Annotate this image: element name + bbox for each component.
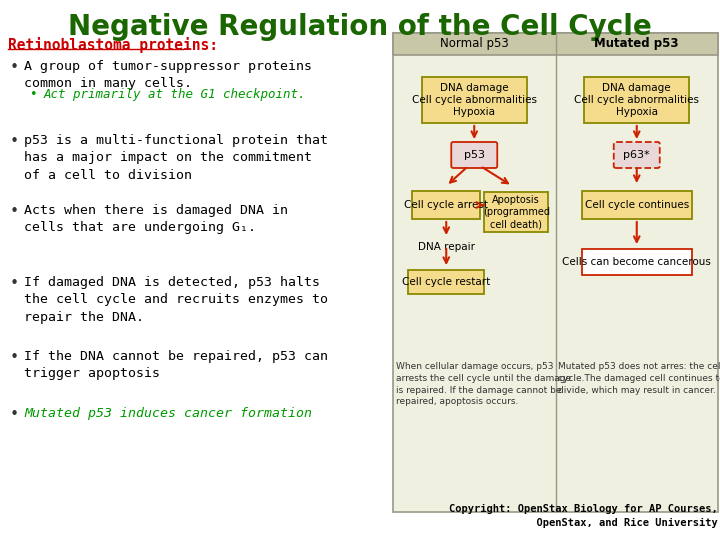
Text: Cell cycle continues: Cell cycle continues xyxy=(585,200,689,210)
Text: Acts when there is damaged DNA in
cells that are undergoing G₁.: Acts when there is damaged DNA in cells … xyxy=(24,204,288,234)
Bar xyxy=(393,33,718,512)
Text: Retinoblastoma proteins:: Retinoblastoma proteins: xyxy=(8,37,218,53)
Text: •: • xyxy=(10,60,19,75)
Text: p53 is a multi-functional protein that
has a major impact on the commitment
of a: p53 is a multi-functional protein that h… xyxy=(24,134,328,182)
Text: p63*: p63* xyxy=(624,150,650,160)
Text: •: • xyxy=(30,88,37,101)
Text: If the DNA cannot be repaired, p53 can
trigger apoptosis: If the DNA cannot be repaired, p53 can t… xyxy=(24,350,328,381)
Text: Cell cycle arrest: Cell cycle arrest xyxy=(404,200,488,210)
Text: DNA damage
Cell cycle abnormalities
Hypoxia: DNA damage Cell cycle abnormalities Hypo… xyxy=(575,83,699,117)
Text: Mutated p53 induces cancer formation: Mutated p53 induces cancer formation xyxy=(24,407,312,420)
Text: •: • xyxy=(10,134,19,149)
Text: •: • xyxy=(10,350,19,365)
Bar xyxy=(582,249,692,275)
Text: If damaged DNA is detected, p53 halts
the cell cycle and recruits enzymes to
rep: If damaged DNA is detected, p53 halts th… xyxy=(24,276,328,324)
Bar xyxy=(413,191,480,219)
Bar xyxy=(582,191,692,219)
Text: Copyright: OpenStax Biology for AP Courses,
          OpenStax, and Rice Univers: Copyright: OpenStax Biology for AP Cours… xyxy=(449,504,718,528)
Text: Cells can become cancerous: Cells can become cancerous xyxy=(562,257,711,267)
Text: •: • xyxy=(10,276,19,291)
FancyBboxPatch shape xyxy=(451,142,498,168)
Bar xyxy=(393,33,718,55)
Text: DNA repair: DNA repair xyxy=(418,242,474,252)
Text: •: • xyxy=(10,407,19,422)
Text: Mutated p53: Mutated p53 xyxy=(595,37,679,51)
Bar xyxy=(485,192,548,232)
Text: DNA damage
Cell cycle abnormalities
Hypoxia: DNA damage Cell cycle abnormalities Hypo… xyxy=(412,83,536,117)
FancyBboxPatch shape xyxy=(613,142,660,168)
Text: Mutated p53 does not arres: the cell
cycle.The damaged cell continues to
divide,: Mutated p53 does not arres: the cell cyc… xyxy=(559,362,720,395)
Bar xyxy=(422,77,527,123)
Text: Negative Regulation of the Cell Cycle: Negative Regulation of the Cell Cycle xyxy=(68,13,652,41)
Bar xyxy=(584,77,689,123)
Text: A group of tumor-suppressor proteins
common in many cells.: A group of tumor-suppressor proteins com… xyxy=(24,60,312,91)
Text: p53: p53 xyxy=(464,150,485,160)
Text: Apoptosis
(programmed
cell death): Apoptosis (programmed cell death) xyxy=(482,194,550,230)
Text: Normal p53: Normal p53 xyxy=(440,37,508,51)
Text: When cellular damage occurs, p53
arrests the cell cycle until the damage
is repa: When cellular damage occurs, p53 arrests… xyxy=(396,362,571,407)
Bar xyxy=(408,270,485,294)
Text: Act primarily at the G1 checkpoint.: Act primarily at the G1 checkpoint. xyxy=(44,88,307,101)
Text: Cell cycle restart: Cell cycle restart xyxy=(402,277,490,287)
Text: •: • xyxy=(10,204,19,219)
